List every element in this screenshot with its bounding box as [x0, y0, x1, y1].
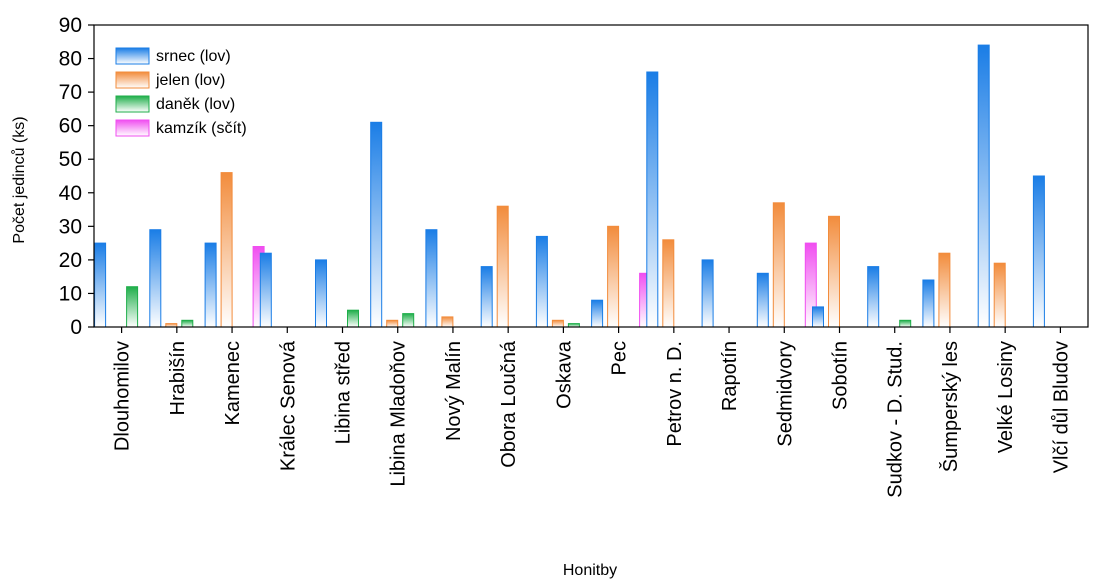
legend-swatch-1 [115, 71, 150, 89]
bar-2-5 [402, 313, 415, 328]
bar-0-10 [646, 71, 659, 328]
y-tick-label-2: 20 [59, 249, 82, 272]
x-tick-label-14: Sudkov - D. Stud. [885, 341, 907, 498]
bar-0-12 [756, 272, 769, 328]
x-tick-label-4: Libina střed [333, 341, 355, 444]
x-tick-label-11: Rapotín [719, 341, 741, 411]
bar-1-9 [607, 225, 620, 328]
y-axis-label: Počet jedinců (ks) [10, 116, 28, 243]
y-tick-label-6: 60 [59, 115, 82, 138]
bar-1-6 [441, 316, 454, 328]
bar-1-2 [220, 172, 233, 328]
bar-2-14 [899, 319, 912, 328]
y-tick-label-8: 80 [59, 48, 82, 71]
y-tick-label-7: 70 [59, 81, 82, 104]
plot-frame [93, 24, 1089, 328]
y-tick-label-1: 10 [59, 282, 82, 305]
bar-1-7 [496, 205, 509, 328]
bar-0-6 [425, 229, 438, 328]
legend-label-0: srnec (lov) [156, 48, 231, 65]
bar-1-12 [772, 202, 785, 328]
x-tick-label-8: Oskava [553, 340, 575, 409]
bar-0-1 [149, 229, 162, 328]
bar-0-15 [922, 279, 935, 328]
legend-label-1: jelen (lov) [155, 72, 225, 89]
bar-0-16 [977, 44, 990, 328]
x-tick-label-6: Nový Malín [443, 341, 465, 441]
bar-0-3 [259, 252, 272, 328]
x-tick-label-0: Dlouhomilov [112, 341, 134, 451]
bar-2-1 [181, 319, 194, 328]
legend-swatch-3 [115, 119, 150, 137]
bar-0-14 [867, 266, 880, 328]
x-tick-label-17: Vlčí důl Bludov [1050, 341, 1072, 473]
bar-0-13 [812, 306, 824, 328]
bar-0-5 [370, 121, 383, 328]
x-tick-label-2: Kamenec [222, 341, 244, 426]
legend-label-2: daněk (lov) [156, 96, 235, 113]
bar-1-15 [938, 252, 951, 328]
x-tick-label-13: Sobotín [830, 341, 852, 410]
bar-1-10 [662, 239, 675, 328]
bar-0-8 [535, 235, 548, 328]
x-tick-label-1: Hrabišín [167, 341, 189, 415]
bar-0-7 [480, 266, 493, 328]
bar-0-17 [1032, 175, 1045, 328]
legend-label-3: kamzík (sčít) [156, 120, 247, 137]
y-tick-label-0: 0 [70, 316, 82, 339]
legend: srnec (lov) jelen (lov) daněk (lov) kamzík … [115, 47, 247, 137]
bar-2-4 [347, 309, 359, 328]
bar-0-11 [701, 259, 714, 328]
x-tick-label-3: Králec Senová [277, 340, 299, 471]
x-axis-label: Honitby [563, 562, 617, 579]
bar-1-8 [551, 319, 564, 328]
bar-2-0 [126, 286, 139, 328]
bars-layer [94, 44, 1045, 328]
x-tick-label-9: Pec [609, 341, 631, 375]
bar-0-9 [591, 299, 604, 328]
x-tick-label-16: Velké Losiny [995, 341, 1017, 453]
x-tick-label-12: Sedmidvory [774, 341, 796, 447]
x-tick-label-10: Petrov n. D. [664, 341, 686, 447]
y-tick-label-4: 40 [59, 182, 82, 205]
bar-0-4 [315, 259, 327, 328]
y-tick-label-9: 90 [59, 14, 82, 37]
bar-1-13 [828, 215, 840, 328]
legend-swatch-2 [115, 95, 150, 113]
bar-0-0 [94, 242, 107, 328]
x-tick-label-15: Šumperský les [939, 341, 962, 472]
axes-layer: 0 10 20 30 40 50 60 70 80 90 Dlouhomilov Hrabišín Ka… [59, 14, 1089, 498]
x-tick-label-5: Libina Mladoňov [388, 341, 410, 487]
bar-1-5 [386, 319, 399, 328]
y-tick-label-3: 30 [59, 215, 82, 238]
y-tick-label-5: 50 [59, 148, 82, 171]
legend-swatch-0 [115, 47, 150, 65]
bar-0-2 [204, 242, 217, 328]
x-tick-label-7: Obora Loučná [498, 340, 520, 468]
bar-1-16 [993, 262, 1006, 328]
